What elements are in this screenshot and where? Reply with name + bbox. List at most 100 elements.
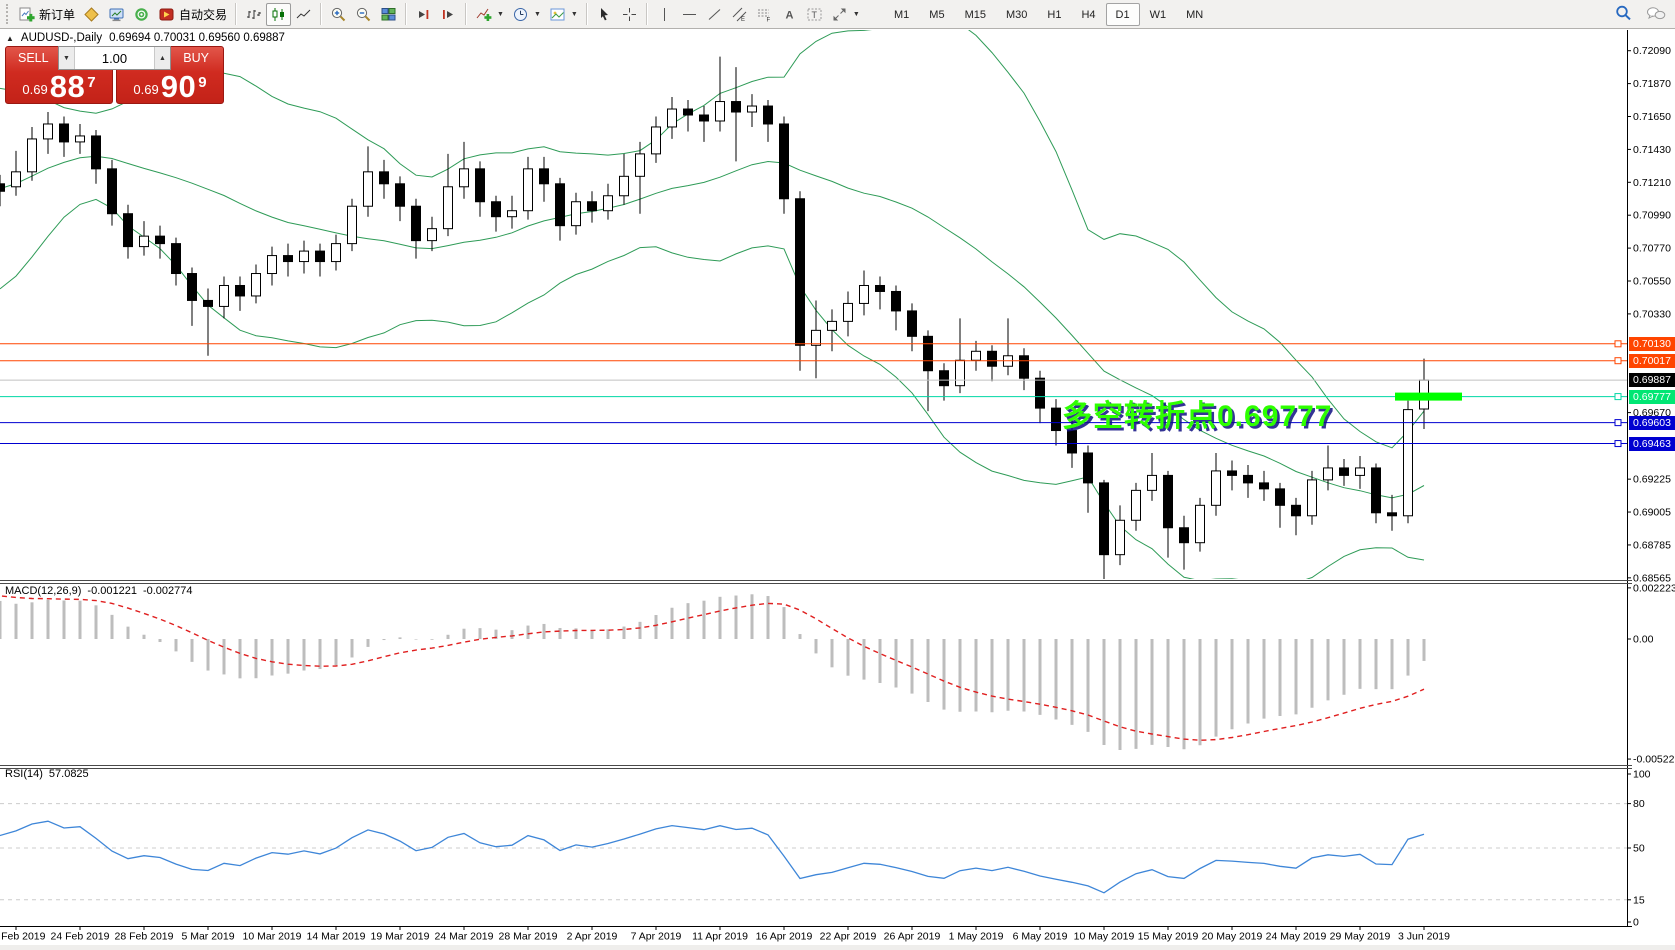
text-tool-button[interactable]: A — [777, 3, 802, 26]
price-lines-layer — [0, 340, 1627, 448]
axis-tick-label: 0.68565 — [1633, 572, 1671, 584]
collapse-one-click-icon[interactable]: ▲ — [6, 33, 14, 43]
rsi-indicator-label: RSI(14) 57.0825 — [5, 768, 89, 780]
timeframe-button-mn[interactable]: MN — [1176, 3, 1213, 26]
autotrading-button[interactable]: 自动交易 — [154, 3, 231, 26]
chart-symbol-period: AUDUSD-,Daily — [20, 32, 103, 44]
rsi-layer — [0, 803, 1627, 901]
timeframe-button-m15[interactable]: M15 — [955, 3, 996, 26]
signal-icon — [135, 7, 148, 21]
zoom-in-button[interactable] — [326, 3, 351, 26]
indicators-icon — [476, 8, 492, 21]
date-tick-label: 15 May 2019 — [1138, 931, 1199, 943]
axis-tick-label: 50 — [1633, 843, 1645, 855]
chat-icon[interactable] — [1645, 5, 1667, 23]
volume-decrease-button[interactable]: ▼ — [59, 47, 75, 69]
arrows-tool-button[interactable]: ▼ — [827, 3, 864, 26]
axes-layer: 0.72090 0.71870 0.71650 0.71430 0.71210 0.709… — [0, 30, 1675, 943]
new-order-icon — [19, 7, 35, 21]
cursor-icon — [600, 7, 608, 20]
crosshair-tool-button[interactable] — [617, 3, 642, 26]
bollinger-bands — [0, 30, 1425, 579]
price-line-tag: 0.70017 — [1629, 354, 1675, 368]
svg-text:F: F — [766, 17, 770, 23]
sell-price: 0.69 88 7 — [6, 69, 112, 104]
timeframe-button-h1[interactable]: H1 — [1037, 3, 1071, 26]
autotrading-icon — [159, 8, 174, 20]
date-tick-label: 3 Jun 2019 — [1398, 931, 1450, 943]
date-tick-label: 7 Apr 2019 — [631, 931, 682, 943]
text-label-tool-button[interactable]: T — [802, 3, 827, 26]
candles-layer — [0, 56, 1429, 579]
auto-scroll-icon — [419, 9, 429, 19]
date-tick-label: 10 Mar 2019 — [243, 931, 302, 943]
volume-increase-button[interactable]: ▲ — [154, 47, 170, 69]
search-icon[interactable] — [1614, 4, 1633, 23]
indicators-button[interactable]: ▼ — [471, 3, 508, 26]
auto-scroll-button[interactable] — [411, 3, 436, 26]
tile-windows-button[interactable] — [376, 3, 401, 26]
line-chart-icon — [296, 9, 311, 18]
trendline-icon — [708, 8, 721, 20]
buy-price-sup: 9 — [198, 74, 207, 91]
dropdown-caret-icon: ▼ — [497, 10, 504, 18]
equidistant-channel-tool-button[interactable]: E — [727, 3, 752, 26]
timeframe-button-w1[interactable]: W1 — [1140, 3, 1177, 26]
axis-tick-label: 0.00 — [1633, 634, 1654, 646]
axis-tick-label: 0.70770 — [1633, 243, 1671, 255]
window-bottom-edge — [0, 945, 1675, 950]
date-tick-label: 24 Feb 2019 — [51, 931, 110, 943]
candlestick-chart-button[interactable] — [266, 2, 292, 26]
axis-tick-label: 0.71210 — [1633, 177, 1671, 189]
price-line-tag: 0.69603 — [1629, 416, 1675, 430]
vertical-line-icon — [663, 7, 665, 21]
fibonacci-tool-button[interactable]: F — [752, 3, 777, 26]
timeframe-button-m5[interactable]: M5 — [919, 3, 954, 26]
bar-chart-button[interactable] — [241, 3, 266, 26]
svg-text:E: E — [741, 17, 745, 23]
metaeditor-button[interactable] — [79, 3, 104, 26]
date-tick-label: 29 May 2019 — [1330, 931, 1391, 943]
axis-tick-label: 0.70330 — [1633, 308, 1671, 320]
horizontal-line-tool-button[interactable] — [677, 3, 702, 26]
trendline-tool-button[interactable] — [702, 3, 727, 26]
periods-button[interactable]: ▼ — [508, 3, 545, 26]
date-tick-label: 5 Mar 2019 — [181, 931, 234, 943]
macd-value: -0.001221 — [87, 585, 137, 597]
timeframe-button-h4[interactable]: H4 — [1071, 3, 1105, 26]
toolbar-grip — [6, 4, 11, 24]
arrows-icon — [833, 8, 846, 20]
date-tick-label: 2 Apr 2019 — [567, 931, 618, 943]
chart-ohlc-values: 0.69694 0.70031 0.69560 0.69887 — [109, 32, 285, 44]
timeframe-button-d1[interactable]: D1 — [1105, 3, 1140, 26]
buy-price: 0.69 90 9 — [117, 71, 223, 102]
autotrading-label: 自动交易 — [179, 7, 228, 22]
chart-shift-button[interactable] — [436, 3, 461, 26]
axis-tick-label: 0.70990 — [1633, 210, 1671, 222]
new-order-button[interactable]: 新订单 — [14, 3, 79, 26]
buy-price-prefix: 0.69 — [133, 82, 159, 97]
zoom-out-button[interactable] — [351, 3, 376, 26]
horizontal-line-icon — [682, 13, 696, 15]
cursor-tool-button[interactable] — [592, 3, 617, 26]
timeframe-button-m1[interactable]: M1 — [884, 3, 919, 26]
line-chart-button[interactable] — [291, 3, 316, 26]
price-line-tag: 0.69887 — [1629, 373, 1675, 387]
timeframe-button-m30[interactable]: M30 — [996, 3, 1037, 26]
vertical-line-tool-button[interactable] — [652, 3, 677, 26]
chart-title-row: ▲ AUDUSD-,Daily 0.69694 0.70031 0.69560 … — [6, 32, 285, 44]
chart-annotation-text[interactable]: 多空转折点0.69777 — [1062, 400, 1333, 433]
price-line-tag: 0.69777 — [1629, 390, 1675, 404]
monitor-icon — [109, 8, 124, 21]
axis-tick-label: -0.00522 — [1633, 754, 1675, 766]
dropdown-caret-icon: ▼ — [852, 10, 860, 18]
volume-spinner: ▼ ▲ — [58, 46, 171, 70]
volume-input[interactable] — [75, 47, 154, 69]
signals-button[interactable] — [129, 3, 154, 26]
templates-button[interactable]: ▼ — [545, 3, 582, 26]
market-watch-button[interactable] — [104, 3, 129, 26]
sell-price-big: 88 — [49, 69, 86, 104]
date-tick-label: 20 May 2019 — [1202, 931, 1263, 943]
crosshair-icon — [622, 7, 636, 21]
